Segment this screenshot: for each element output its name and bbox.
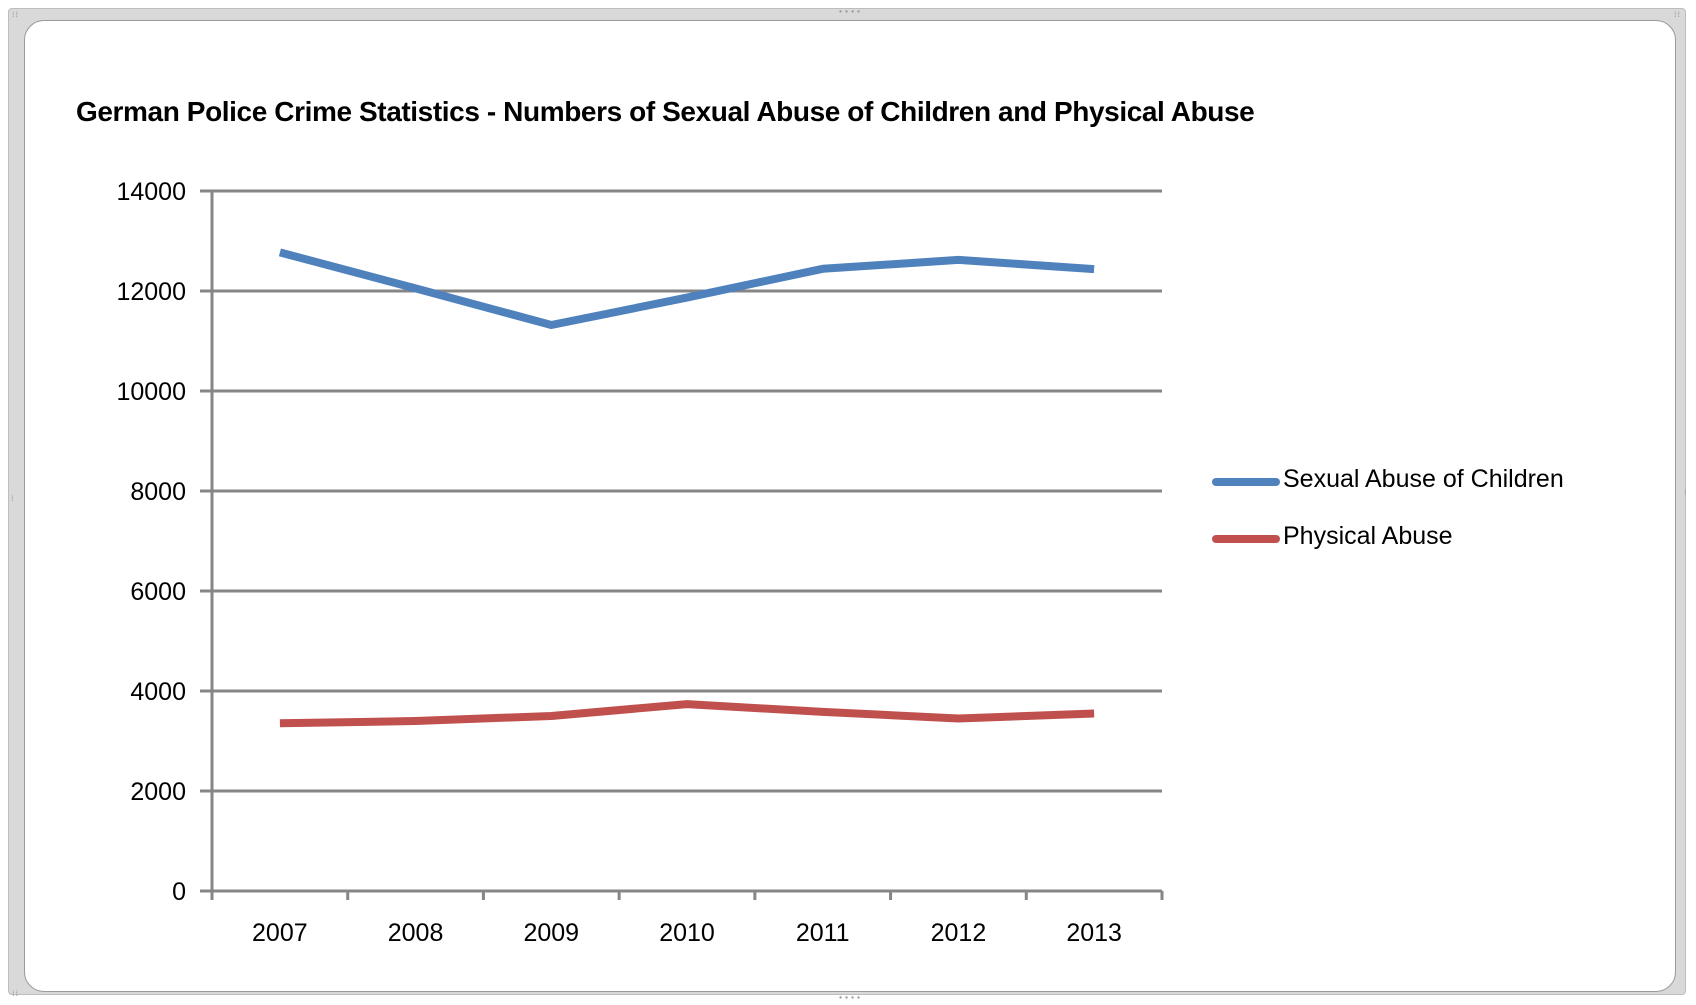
chart-title: German Police Crime Statistics - Numbers…	[76, 96, 1255, 127]
series-line-1	[279, 700, 1095, 728]
resize-handle-right[interactable]: ⁞	[1684, 488, 1688, 497]
y-tick-label: 0	[172, 878, 186, 906]
legend-swatch	[1212, 478, 1280, 486]
legend-label: Sexual Abuse of Children	[1283, 465, 1564, 493]
resize-handle-bottom[interactable]: ∙∙∙∙	[838, 993, 863, 1002]
x-tick-label: 2011	[796, 919, 850, 947]
legend-swatch	[1212, 535, 1280, 543]
resize-handle-top[interactable]: ∙∙∙∙	[838, 7, 863, 16]
y-tick-label: 4000	[130, 678, 186, 706]
legend-item: Physical Abuse	[1212, 521, 1632, 557]
y-tick-label: 12000	[116, 278, 186, 306]
y-tick-label: 8000	[130, 478, 186, 506]
legend-label: Physical Abuse	[1283, 522, 1453, 550]
chart-area	[24, 20, 1676, 992]
series-lines	[278, 248, 1095, 728]
x-tick-label: 2010	[659, 919, 715, 947]
resize-handle-top-right[interactable]: ⁞⁞	[1674, 10, 1682, 19]
x-tick-label: 2007	[252, 919, 308, 947]
y-tick-label: 2000	[130, 778, 186, 806]
gridlines	[212, 189, 1162, 793]
resize-handle-top-left[interactable]: ⁞⁞	[12, 10, 20, 19]
axes	[200, 189, 1164, 900]
x-tick-label: 2012	[931, 919, 987, 947]
x-tick-label: 2013	[1066, 919, 1122, 947]
y-tick-label: 10000	[116, 378, 186, 406]
series-line-0	[278, 248, 1095, 329]
legend-item: Sexual Abuse of Children	[1212, 464, 1632, 500]
x-tick-label: 2009	[523, 919, 579, 947]
resize-handle-left[interactable]: ⁞	[11, 494, 15, 503]
resize-handle-bottom-left[interactable]: ⁞⁞	[12, 989, 20, 998]
y-tick-label: 14000	[116, 178, 186, 206]
x-tick-labels: 2007 2008 2009 2010 2011 2012 2013	[252, 919, 1122, 947]
y-tick-label: 6000	[130, 578, 186, 606]
y-tick-labels: 0 2000 4000 6000 8000 10000 12000 14000	[116, 178, 186, 906]
x-tick-label: 2008	[388, 919, 444, 947]
